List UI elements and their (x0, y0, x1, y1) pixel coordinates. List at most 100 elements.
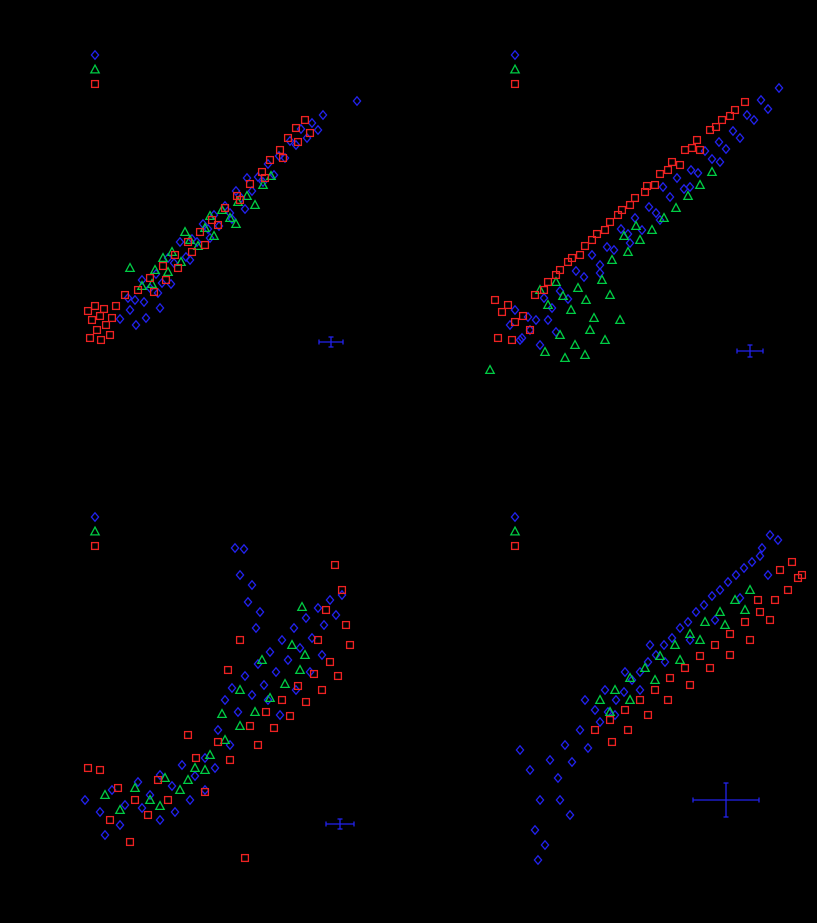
square-marker (667, 157, 677, 167)
legend-bottom-left (89, 511, 101, 551)
diamond-marker (240, 670, 250, 682)
diamond-marker (153, 287, 163, 299)
diamond-marker (247, 185, 257, 197)
series-green-triangles (594, 584, 756, 717)
triangle-marker (199, 764, 211, 775)
square-marker (783, 585, 793, 595)
diamond-marker (595, 716, 605, 728)
panel-top-right (484, 49, 784, 375)
triangle-marker (199, 222, 211, 233)
diamond-marker (325, 594, 335, 606)
diamond-marker (714, 136, 724, 148)
diamond-marker (280, 152, 290, 164)
diamond-marker (651, 207, 661, 219)
diamond-marker (225, 739, 235, 751)
square-marker (245, 721, 255, 731)
diamond-marker (728, 125, 738, 137)
triangle-marker (694, 634, 706, 645)
triangle-marker (179, 226, 191, 237)
triangle-marker (189, 762, 201, 773)
diamond-marker (567, 756, 577, 768)
series-blue-diamonds (515, 529, 783, 866)
square-marker (325, 657, 335, 667)
square-marker (725, 650, 735, 660)
diamond-marker (277, 634, 287, 646)
square-marker (207, 215, 217, 225)
diamond-marker (756, 94, 766, 106)
diamond-marker (685, 634, 695, 646)
square-marker (592, 229, 602, 239)
square-marker (200, 787, 210, 797)
square-marker (753, 595, 763, 605)
diamond-marker (660, 656, 670, 668)
diamond-marker (233, 706, 243, 718)
square-marker (261, 707, 271, 717)
diamond-marker (263, 158, 273, 170)
square-marker (620, 705, 630, 715)
diamond-marker (525, 764, 535, 776)
diamond-marker (551, 326, 561, 338)
series-red-squares (83, 560, 355, 863)
square-marker (173, 263, 183, 273)
diamond-marker (235, 569, 245, 581)
diamond-marker (318, 109, 328, 121)
diamond-marker (757, 542, 767, 554)
triangle-marker (714, 606, 726, 617)
diamond-marker (177, 759, 187, 771)
square-marker (313, 635, 323, 645)
square-marker (725, 629, 735, 639)
diamond-marker (755, 550, 765, 562)
square-marker (213, 737, 223, 747)
square-marker (345, 640, 355, 650)
triangle-marker (649, 674, 661, 685)
square-marker (680, 663, 690, 673)
square-marker (493, 333, 503, 343)
diamond-marker (616, 223, 626, 235)
legend-top-left (89, 49, 101, 89)
diamond-marker (530, 824, 540, 836)
diamond-marker (686, 164, 696, 176)
square-marker (600, 225, 610, 235)
diamond-marker (693, 167, 703, 179)
square-marker (113, 783, 123, 793)
triangle-marker (639, 662, 651, 673)
square-marker (770, 595, 780, 605)
triangle-marker (669, 639, 681, 650)
triangle-marker (89, 525, 101, 536)
square-marker (283, 133, 293, 143)
diamond-marker (700, 145, 710, 157)
legend-bottom-right (509, 511, 521, 551)
diamond-marker (185, 794, 195, 806)
triangle-marker (484, 364, 496, 375)
diamond-marker (545, 754, 555, 766)
square-marker (605, 217, 615, 227)
diamond-marker (313, 124, 323, 136)
diamond-marker (774, 82, 784, 94)
square-marker (740, 97, 750, 107)
diamond-marker (130, 294, 140, 306)
diamond-marker (170, 806, 180, 818)
diamond-marker (331, 609, 341, 621)
triangle-marker (257, 179, 269, 190)
square-marker (665, 673, 675, 683)
square-marker (105, 815, 115, 825)
diamond-marker (707, 153, 717, 165)
square-marker (705, 663, 715, 673)
square-marker (191, 753, 201, 763)
diamond-marker (579, 271, 589, 283)
diamond-marker (515, 334, 525, 346)
square-marker (291, 123, 301, 133)
square-marker (183, 730, 193, 740)
triangle-marker (674, 654, 686, 665)
triangle-marker (204, 210, 216, 221)
diamond-marker (289, 622, 299, 634)
square-marker (223, 665, 233, 675)
square-marker (755, 607, 765, 617)
diamond-marker (190, 770, 200, 782)
diamond-marker (100, 829, 110, 841)
square-marker (133, 285, 143, 295)
square-marker (158, 261, 168, 271)
square-marker (725, 111, 735, 121)
diamond-marker (644, 201, 654, 213)
diamond-marker (145, 789, 155, 801)
